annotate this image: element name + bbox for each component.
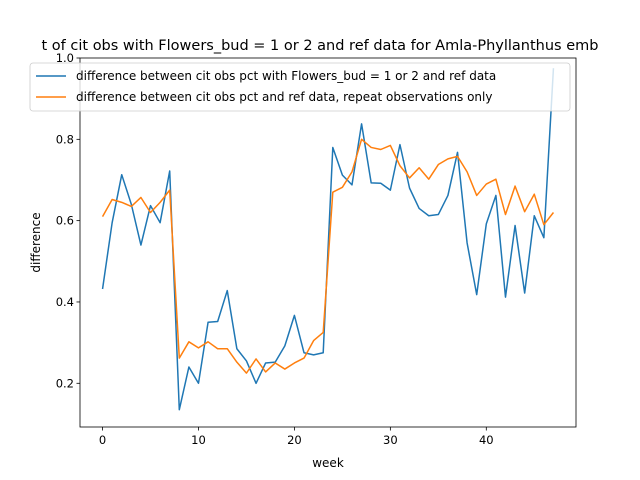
y-axis-label: difference <box>29 212 43 272</box>
legend-box <box>29 62 571 112</box>
y-tick-label: 0.6 <box>56 214 74 228</box>
chart-title: t of cit obs with Flowers_bud = 1 or 2 a… <box>42 38 599 54</box>
y-tick-label: 0.8 <box>56 132 74 146</box>
y-tick-label: 0.2 <box>56 376 74 390</box>
x-tick-label: 10 <box>191 433 206 447</box>
series-line-1 <box>101 68 555 411</box>
x-tick-label: 30 <box>383 433 398 447</box>
legend-label-1: difference between cit obs pct with Flow… <box>76 69 496 83</box>
series-line-2 <box>101 138 555 374</box>
axes-frame <box>79 57 577 428</box>
x-tick-label: 0 <box>99 433 106 447</box>
x-tick-label: 40 <box>479 433 494 447</box>
y-tick-label: 0.4 <box>56 295 74 309</box>
legend: difference between cit obs pct with Flow… <box>29 62 571 112</box>
x-tick-label: 20 <box>287 433 302 447</box>
legend-label-2: difference between cit obs pct and ref d… <box>76 90 492 104</box>
y-tick-label: 1.0 <box>56 51 74 65</box>
x-axis-label: week <box>312 456 344 470</box>
